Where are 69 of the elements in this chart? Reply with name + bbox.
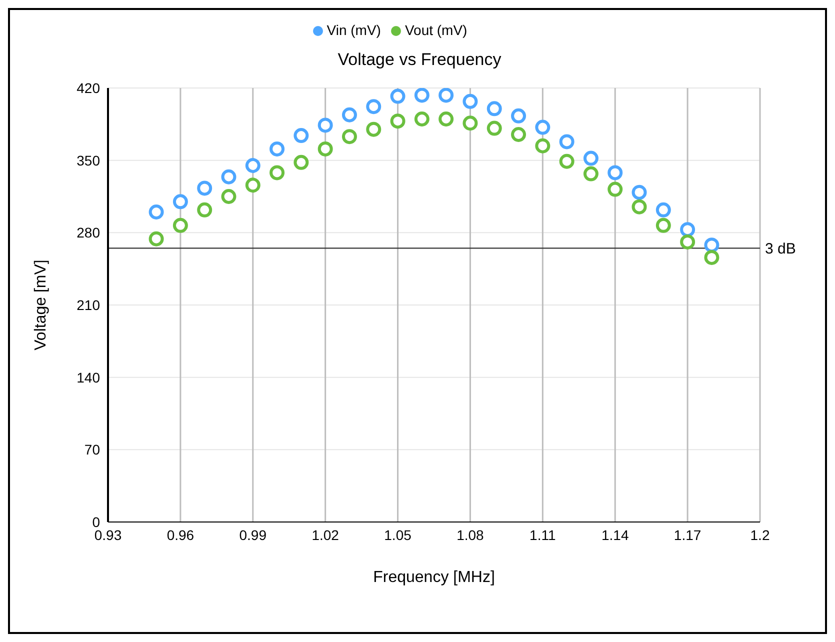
point (318, 141, 333, 156)
point (438, 112, 454, 126)
point (608, 182, 623, 197)
x-axis-title: Frequency [MHz] (373, 569, 495, 586)
legend-label: Vout (mV) (404, 22, 468, 38)
point (366, 99, 382, 114)
y-axis-title: Voltage [mV] (32, 260, 50, 350)
x-tick-label: 0.96 (166, 526, 194, 543)
chart-title: Voltage vs Frequency (336, 50, 502, 70)
point (583, 150, 598, 166)
y-tick-label: 140 (76, 369, 100, 386)
point (704, 250, 720, 265)
point (197, 202, 212, 218)
point (438, 88, 454, 103)
point (342, 107, 357, 122)
point (172, 194, 188, 210)
point (294, 154, 309, 170)
point (245, 178, 260, 193)
point (342, 129, 357, 144)
x-tick-label: 1.05 (384, 526, 412, 543)
point (632, 184, 647, 200)
y-tick-label: 70 (84, 442, 100, 458)
point (318, 118, 333, 133)
legend-label: Vin (mV) (326, 22, 381, 38)
point (221, 189, 236, 204)
point (486, 120, 502, 136)
point (462, 94, 478, 109)
point (559, 134, 574, 150)
point (632, 199, 647, 214)
ref-line-label: 3 dB (765, 240, 796, 258)
point (656, 218, 671, 233)
y-tick-label: 210 (76, 296, 100, 313)
point (366, 122, 382, 137)
point (270, 141, 285, 156)
point (704, 238, 720, 253)
point (535, 120, 550, 135)
point (414, 88, 430, 103)
x-tick-label: 1.17 (674, 526, 702, 543)
point (583, 166, 598, 182)
y-tick-label: 420 (76, 80, 100, 96)
point (680, 234, 696, 250)
point (535, 138, 550, 154)
x-tick-label: 1.14 (601, 526, 629, 543)
point (197, 180, 212, 196)
x-tick-label: 0.99 (239, 526, 267, 543)
point (148, 231, 164, 246)
point (680, 222, 696, 238)
point (245, 158, 260, 173)
point (390, 88, 406, 104)
point (656, 202, 671, 218)
point (172, 218, 188, 233)
x-tick-label: 1.08 (456, 526, 484, 543)
x-tick-label: 1.11 (530, 526, 556, 543)
y-tick-label: 350 (76, 152, 100, 168)
point (511, 108, 526, 124)
point (462, 116, 478, 131)
point (294, 128, 309, 144)
point (414, 112, 430, 126)
point (486, 101, 502, 116)
y-tick-label: 280 (76, 224, 100, 241)
point (390, 114, 406, 129)
point (608, 165, 623, 180)
point (270, 165, 285, 180)
point (511, 127, 526, 142)
point (221, 169, 236, 184)
x-tick-label: 1.02 (312, 526, 340, 543)
point (148, 204, 164, 220)
point (559, 154, 574, 169)
x-tick-label: 1.2 (750, 526, 770, 543)
